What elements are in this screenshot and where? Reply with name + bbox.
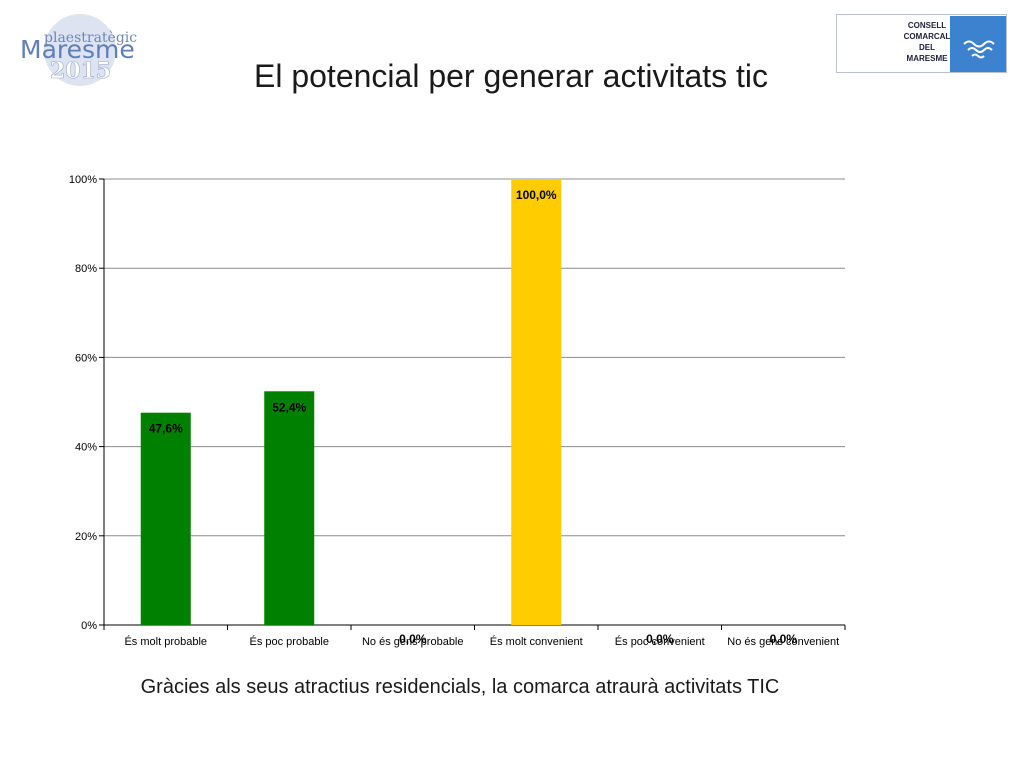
maresme-emblem-icon bbox=[950, 16, 1006, 72]
y-tick-label: 20% bbox=[75, 531, 97, 543]
bar bbox=[511, 179, 562, 625]
logo-right-line: DEL bbox=[919, 43, 935, 52]
x-tick-label: És molt convenient bbox=[490, 635, 583, 648]
plaestrategic-logo: plaestratègic Maresme 2015 bbox=[16, 10, 151, 90]
x-tick-label: És poc probable bbox=[250, 635, 330, 648]
bar bbox=[140, 412, 191, 625]
y-tick-label: 0% bbox=[81, 620, 97, 632]
x-tick-label: És molt probable bbox=[124, 635, 207, 648]
x-tick-label: No és gens probable bbox=[362, 636, 464, 648]
data-label: 0,0% bbox=[646, 632, 674, 646]
logo-right-line: MARESME bbox=[906, 54, 948, 63]
data-label: 100,0% bbox=[516, 188, 557, 202]
logo-right-line: CONSELL bbox=[907, 21, 947, 30]
y-tick-label: 100% bbox=[69, 174, 97, 186]
consell-comarcal-logo: CONSELL COMARCAL DEL MARESME bbox=[836, 14, 1007, 73]
x-tick-label: No és gens convenient bbox=[727, 636, 839, 648]
logo-right-line: COMARCAL bbox=[903, 32, 951, 41]
y-tick-label: 80% bbox=[75, 263, 97, 275]
data-label: 0,0% bbox=[770, 632, 798, 646]
logo-left-line2: Maresme bbox=[20, 35, 135, 64]
chart-caption: Gràcies als seus atractius residencials,… bbox=[140, 676, 780, 698]
logo-right-text: CONSELL COMARCAL DEL MARESME bbox=[893, 20, 961, 64]
y-tick-label: 60% bbox=[75, 352, 97, 364]
page-title: El potencial per generar activitats tic bbox=[0, 58, 1024, 95]
y-tick-label: 40% bbox=[75, 442, 97, 454]
data-label: 0,0% bbox=[399, 632, 427, 646]
bar bbox=[264, 391, 315, 625]
logo-left-line3: 2015 bbox=[50, 58, 111, 84]
x-tick-label: És poc convenient bbox=[615, 635, 705, 648]
data-label: 47,6% bbox=[149, 422, 183, 436]
logo-left-line1: plaestratègic bbox=[44, 30, 137, 46]
data-label: 52,4% bbox=[272, 400, 306, 414]
page-title-text: El potencial per generar activitats tic bbox=[253, 58, 769, 94]
